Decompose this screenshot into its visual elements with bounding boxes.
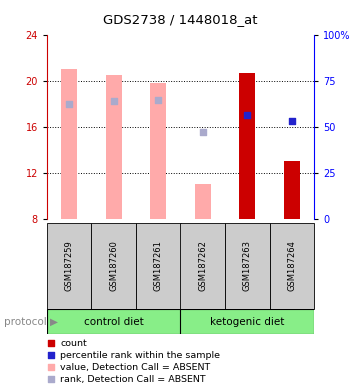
Text: GSM187262: GSM187262 <box>198 240 207 291</box>
Text: GSM187259: GSM187259 <box>65 240 74 291</box>
Point <box>111 98 117 104</box>
Text: protocol ▶: protocol ▶ <box>4 316 58 327</box>
Bar <box>47 223 91 309</box>
Point <box>48 376 54 382</box>
Point <box>48 352 54 358</box>
Bar <box>239 73 255 219</box>
Bar <box>225 223 270 309</box>
Point <box>289 118 295 124</box>
Point <box>244 112 250 118</box>
Point <box>200 129 206 136</box>
Text: GSM187264: GSM187264 <box>287 240 296 291</box>
Text: percentile rank within the sample: percentile rank within the sample <box>60 351 221 360</box>
Bar <box>136 223 180 309</box>
Point <box>66 101 72 107</box>
Text: rank, Detection Call = ABSENT: rank, Detection Call = ABSENT <box>60 375 206 384</box>
Bar <box>106 75 122 219</box>
Bar <box>284 161 300 219</box>
Bar <box>61 69 77 219</box>
Point <box>48 340 54 346</box>
Bar <box>180 309 314 334</box>
Text: value, Detection Call = ABSENT: value, Detection Call = ABSENT <box>60 363 211 372</box>
Bar <box>47 309 180 334</box>
Text: GSM187261: GSM187261 <box>154 240 163 291</box>
Text: control diet: control diet <box>84 316 144 327</box>
Text: ketogenic diet: ketogenic diet <box>210 316 284 327</box>
Point <box>155 97 161 103</box>
Bar <box>195 184 210 219</box>
Text: GSM187260: GSM187260 <box>109 240 118 291</box>
Bar <box>151 83 166 219</box>
Bar <box>270 223 314 309</box>
Text: GDS2738 / 1448018_at: GDS2738 / 1448018_at <box>103 13 258 26</box>
Bar <box>91 223 136 309</box>
Bar <box>180 223 225 309</box>
Text: GSM187263: GSM187263 <box>243 240 252 291</box>
Text: count: count <box>60 339 87 348</box>
Point <box>48 364 54 370</box>
